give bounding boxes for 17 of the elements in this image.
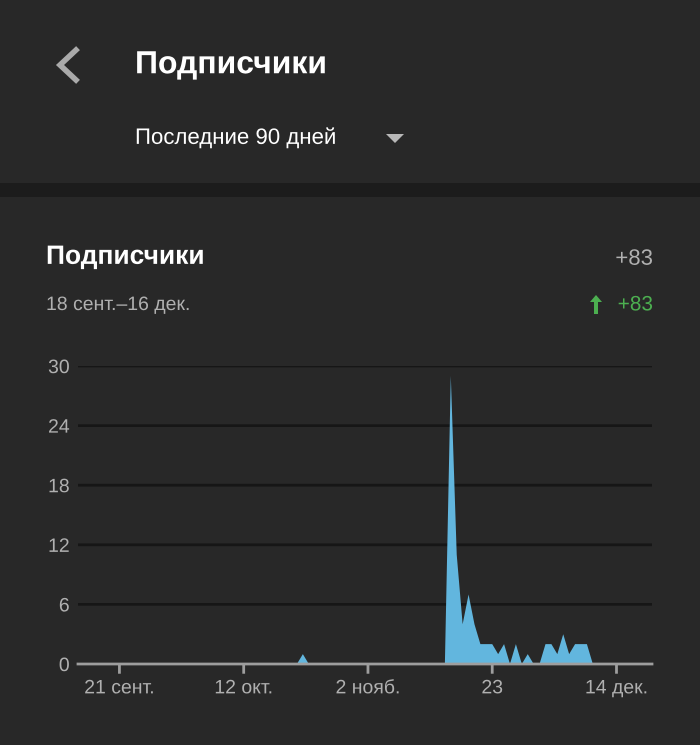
y-tick-label: 24 (49, 419, 70, 433)
y-tick-label: 0 (60, 657, 69, 672)
chart-title: Подписчики (48, 246, 203, 270)
x-tick-label: 14 дек. (586, 680, 646, 698)
y-tick-label: 30 (48, 359, 69, 374)
x-tick-label: 23 (482, 680, 502, 694)
y-tick-label: 12 (50, 538, 69, 552)
y-tick-label: 18 (50, 478, 69, 492)
x-tick-label: 2 нояб. (336, 679, 399, 694)
text: Последние 90 дней (136, 127, 335, 148)
x-tick-label: 12 окт. (216, 680, 272, 694)
text: +83 (616, 249, 652, 265)
x-tick-label: 21 сент. (85, 680, 153, 694)
y-tick-label: 6 (60, 598, 69, 612)
chart-subtitle: 18 сент.–16 дек. (47, 296, 189, 314)
text: Подписчики (137, 51, 325, 80)
text: +83 (618, 296, 652, 311)
